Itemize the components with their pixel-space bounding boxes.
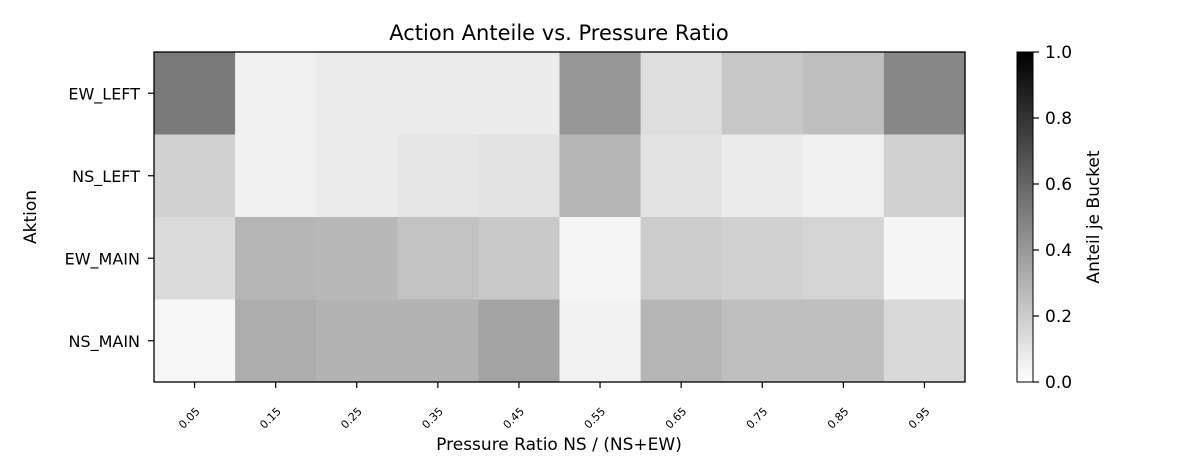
heatmap-cell — [640, 52, 723, 136]
heatmap-cell — [883, 299, 966, 383]
heatmap-cell — [235, 52, 317, 136]
x-tick-label: 0.65 — [663, 405, 690, 432]
heatmap-cell — [640, 217, 723, 301]
colorbar-tick-label: 0.6 — [1045, 175, 1072, 195]
y-tick-label: EW_MAIN — [65, 249, 140, 269]
colorbar-tick-label: 0.4 — [1045, 241, 1072, 261]
colorbar-label: Anteil je Bucket — [1084, 150, 1104, 283]
heatmap-cells — [154, 52, 966, 383]
colorbar-tick-label: 0.8 — [1045, 109, 1072, 129]
heatmap-cell — [883, 217, 966, 301]
heatmap-cell — [559, 217, 642, 301]
heatmap-cell — [802, 217, 885, 301]
heatmap-cell — [478, 134, 561, 218]
x-tick-label: 0.45 — [501, 405, 528, 432]
x-tick-label: 0.55 — [582, 405, 609, 432]
heatmap-cell — [559, 52, 642, 136]
heatmap-cell — [235, 134, 317, 218]
y-tick-label: NS_LEFT — [72, 167, 140, 187]
heatmap-cell — [478, 52, 561, 136]
x-tick-label: 0.35 — [419, 405, 446, 432]
x-tick-label: 0.25 — [338, 405, 365, 432]
heatmap-cell — [640, 299, 723, 383]
x-tick-label: 0.05 — [176, 405, 203, 432]
y-axis-label: Aktion — [21, 190, 41, 244]
heatmap-cell — [316, 299, 398, 383]
heatmap-cell — [478, 217, 561, 301]
heatmap-cell — [802, 299, 885, 383]
heatmap-cell — [802, 52, 885, 136]
heatmap-cell — [316, 52, 398, 136]
heatmap-cell — [154, 134, 236, 218]
heatmap-cell — [802, 134, 885, 218]
heatmap-cell — [397, 134, 479, 218]
x-axis-ticks: 0.05 0.15 0.25 0.35 0.45 0.55 0.65 0.75 0.85 0.95 — [176, 382, 933, 432]
heatmap-cell — [559, 299, 642, 383]
x-tick-label: 0.85 — [825, 405, 852, 432]
colorbar-tick-label: 0.0 — [1045, 373, 1072, 393]
heatmap-cell — [640, 134, 723, 218]
heatmap-cell — [721, 217, 804, 301]
heatmap-cell — [883, 134, 966, 218]
x-tick-label: 0.15 — [257, 405, 284, 432]
heatmap-cell — [154, 299, 236, 383]
colorbar-ticks: 0.0 0.2 0.4 0.6 0.8 1.0 — [1033, 43, 1072, 393]
y-axis-ticks: EW_LEFT NS_LEFT EW_MAIN NS_MAIN — [65, 84, 154, 352]
heatmap-cell — [397, 52, 479, 136]
heatmap-cell — [316, 217, 398, 301]
heatmap-cell — [397, 217, 479, 301]
y-tick-label: EW_LEFT — [68, 84, 140, 104]
x-axis-label: Pressure Ratio NS / (NS+EW) — [436, 435, 682, 455]
heatmap-cell — [235, 299, 317, 383]
heatmap-cell — [478, 299, 561, 383]
heatmap-cell — [721, 52, 804, 136]
plot-frame — [153, 51, 966, 383]
heatmap-cell — [721, 299, 804, 383]
heatmap-cell — [721, 134, 804, 218]
x-tick-label: 0.75 — [744, 405, 771, 432]
chart-title: Action Anteile vs. Pressure Ratio — [389, 21, 729, 45]
heatmap-cell — [397, 299, 479, 383]
x-tick-label: 0.95 — [906, 405, 933, 432]
heatmap-cell — [154, 52, 236, 136]
y-tick-label: NS_MAIN — [68, 332, 140, 352]
colorbar-tick-label: 0.2 — [1045, 307, 1072, 327]
heatmap-cell — [559, 134, 642, 218]
heatmap-cell — [154, 217, 236, 301]
colorbar-tick-label: 1.0 — [1045, 43, 1072, 63]
colorbar — [1016, 51, 1034, 383]
heatmap-cell — [883, 52, 966, 136]
heatmap-cell — [316, 134, 398, 218]
heatmap-cell — [235, 217, 317, 301]
